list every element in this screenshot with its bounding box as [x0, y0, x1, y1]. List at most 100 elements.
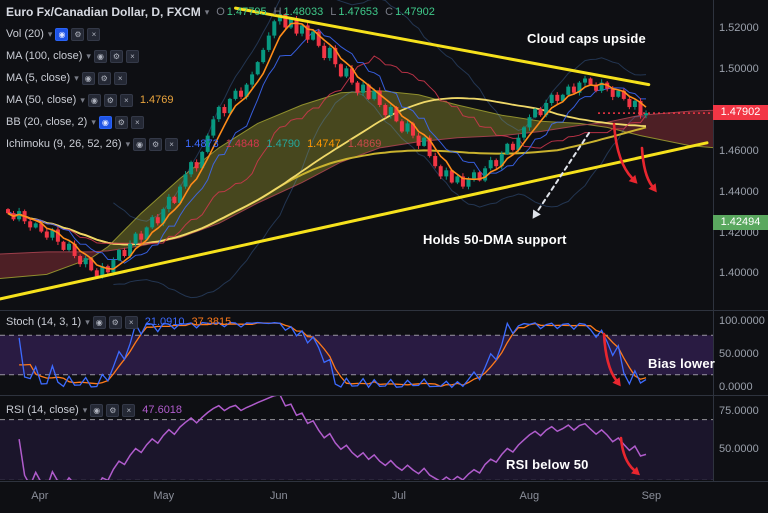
indicator-row: MA (100, close) ▾ ◉ ⚙ × [6, 48, 435, 64]
rsi-line [18, 396, 647, 480]
indicator-value: 1.4747 [307, 138, 341, 150]
chevron-down-icon[interactable]: ▾ [82, 404, 88, 415]
close-icon[interactable]: × [125, 49, 139, 63]
indicator-label[interactable]: MA (5, close) [6, 72, 71, 84]
level-price-badge: 1.42494 [713, 215, 768, 231]
trendline-ascending-support[interactable] [0, 141, 709, 301]
close-icon[interactable]: × [130, 115, 144, 129]
month-label: Aug [519, 490, 540, 502]
stoch-scale-label: 50.0000 [719, 348, 759, 360]
time-axis[interactable]: Apr May Jun Jul Aug Sep [0, 481, 768, 513]
indicator-legend: Euro Fx/Canadian Dollar, D, FXCM ▾ O 1.47… [6, 4, 435, 158]
indicator-row: MA (5, close) ▾ ◉ ⚙ × [6, 70, 435, 86]
price-scale-label: 1.44000 [719, 185, 759, 198]
close-icon[interactable]: × [113, 71, 127, 85]
rsi-scale-label: 75.0000 [719, 405, 759, 417]
indicator-row: Vol (20) ▾ ◉ ⚙ × [6, 26, 435, 42]
month-label: Jun [269, 490, 288, 502]
settings-icon[interactable]: ⚙ [71, 27, 85, 41]
month-label: May [153, 490, 175, 502]
ohlc-value: 1.47653 [338, 6, 379, 18]
ohlc-letter: L [330, 6, 337, 18]
stoch-d-line [19, 322, 647, 388]
ohlc-values: O 1.47795 H 1.48033 L 1.47653 C 1.47902 [209, 6, 435, 18]
indicator-label[interactable]: MA (50, close) [6, 94, 77, 106]
settings-icon[interactable]: ⚙ [103, 93, 117, 107]
price-scale[interactable]: 1.520001.500001.480001.460001.440001.420… [713, 0, 768, 481]
symbol-title[interactable]: Euro Fx/Canadian Dollar, D, FXCM [6, 5, 201, 19]
eye-icon[interactable]: ◉ [90, 403, 104, 417]
month-label: Apr [31, 490, 49, 502]
rsi-scale-label: 50.0000 [719, 443, 759, 455]
stoch-panel [0, 321, 713, 389]
eye-icon[interactable]: ◉ [92, 315, 106, 329]
indicator-value: 1.4869 [347, 138, 382, 150]
indicator-label[interactable]: Ichimoku (9, 26, 52, 26) [6, 138, 122, 150]
eye-icon[interactable]: ◉ [98, 115, 112, 129]
settings-icon[interactable]: ⚙ [109, 49, 123, 63]
symbol-title-row: Euro Fx/Canadian Dollar, D, FXCM ▾ O 1.47… [6, 4, 435, 20]
indicator-value: 47.6018 [142, 404, 183, 416]
chevron-down-icon[interactable]: ▾ [91, 116, 96, 127]
indicator-label[interactable]: Vol (20) [6, 28, 44, 40]
eye-icon[interactable]: ◉ [93, 49, 107, 63]
kijun-line [7, 55, 647, 244]
chevron-down-icon[interactable]: ▾ [47, 28, 53, 39]
chevron-down-icon[interactable]: ▾ [80, 94, 85, 105]
annotation-arrows[interactable] [532, 122, 657, 476]
indicator-row: Stoch (14, 3, 1) ▾ ◉ ⚙ × 21.0910 37.3815 [6, 314, 231, 330]
price-scale-label: 1.50000 [719, 63, 759, 76]
panel-separators [0, 310, 768, 396]
settings-icon[interactable]: ⚙ [97, 71, 111, 85]
ohlc-letter: C [385, 6, 394, 18]
last-price-badge: 1.47902 [713, 105, 768, 121]
close-icon[interactable]: × [124, 315, 138, 329]
ma-5-line [7, 22, 647, 270]
month-label: Jul [391, 490, 406, 502]
month-label: Sep [641, 490, 662, 502]
settings-icon[interactable]: ⚙ [106, 403, 120, 417]
close-icon[interactable]: × [87, 27, 101, 41]
close-icon[interactable]: × [119, 93, 133, 107]
indicator-value: 21.0910 [144, 316, 185, 328]
indicator-value: 37.3815 [191, 316, 232, 328]
indicator-value: 1.4848 [225, 138, 260, 150]
annotation-text[interactable]: Cloud caps upside [527, 31, 646, 46]
close-icon[interactable]: × [165, 137, 179, 151]
chevron-down-icon[interactable]: ▾ [85, 316, 90, 327]
ohlc-value: 1.48033 [283, 6, 324, 18]
indicator-row: MA (50, close) ▾ ◉ ⚙ × 1.4769 [6, 92, 435, 108]
price-scale-label: 1.52000 [719, 22, 759, 35]
chevron-down-icon[interactable]: ▾ [204, 6, 210, 17]
close-icon[interactable]: × [122, 403, 136, 417]
annotation-text[interactable]: RSI below 50 [506, 457, 589, 472]
candles [6, 11, 648, 279]
chevron-down-icon[interactable]: ▾ [125, 138, 131, 149]
settings-icon[interactable]: ⚙ [108, 315, 122, 329]
annotation-text[interactable]: Holds 50-DMA support [423, 232, 567, 247]
chevron-down-icon[interactable]: ▾ [86, 50, 91, 61]
trendline-descending-resistance[interactable] [234, 6, 651, 87]
eye-icon[interactable]: ◉ [81, 71, 95, 85]
stoch-scale-label: 100.0000 [719, 315, 765, 327]
settings-icon[interactable]: ⚙ [114, 115, 128, 129]
indicator-value: 1.4769 [139, 94, 174, 106]
indicator-label[interactable]: RSI (14, close) [6, 404, 79, 416]
indicator-row: BB (20, close, 2) ▾ ◉ ⚙ × [6, 114, 435, 130]
eye-icon[interactable]: ◉ [55, 27, 69, 41]
stoch-k-line [18, 321, 647, 389]
annotation-text[interactable]: Bias lower [648, 356, 716, 371]
settings-icon[interactable]: ⚙ [149, 137, 163, 151]
eye-icon[interactable]: ◉ [87, 93, 101, 107]
bollinger-bands [113, 0, 647, 299]
stoch-legend: Stoch (14, 3, 1) ▾ ◉ ⚙ × 21.0910 37.3815 [6, 314, 231, 336]
indicator-label[interactable]: BB (20, close, 2) [6, 116, 88, 128]
eye-icon[interactable]: ◉ [133, 137, 147, 151]
indicator-label[interactable]: Stoch (14, 3, 1) [6, 316, 82, 328]
indicator-value: 1.4790 [266, 138, 301, 150]
chevron-down-icon[interactable]: ▾ [74, 72, 79, 83]
ohlc-letter: O [216, 6, 225, 18]
indicator-label[interactable]: MA (100, close) [6, 50, 83, 62]
